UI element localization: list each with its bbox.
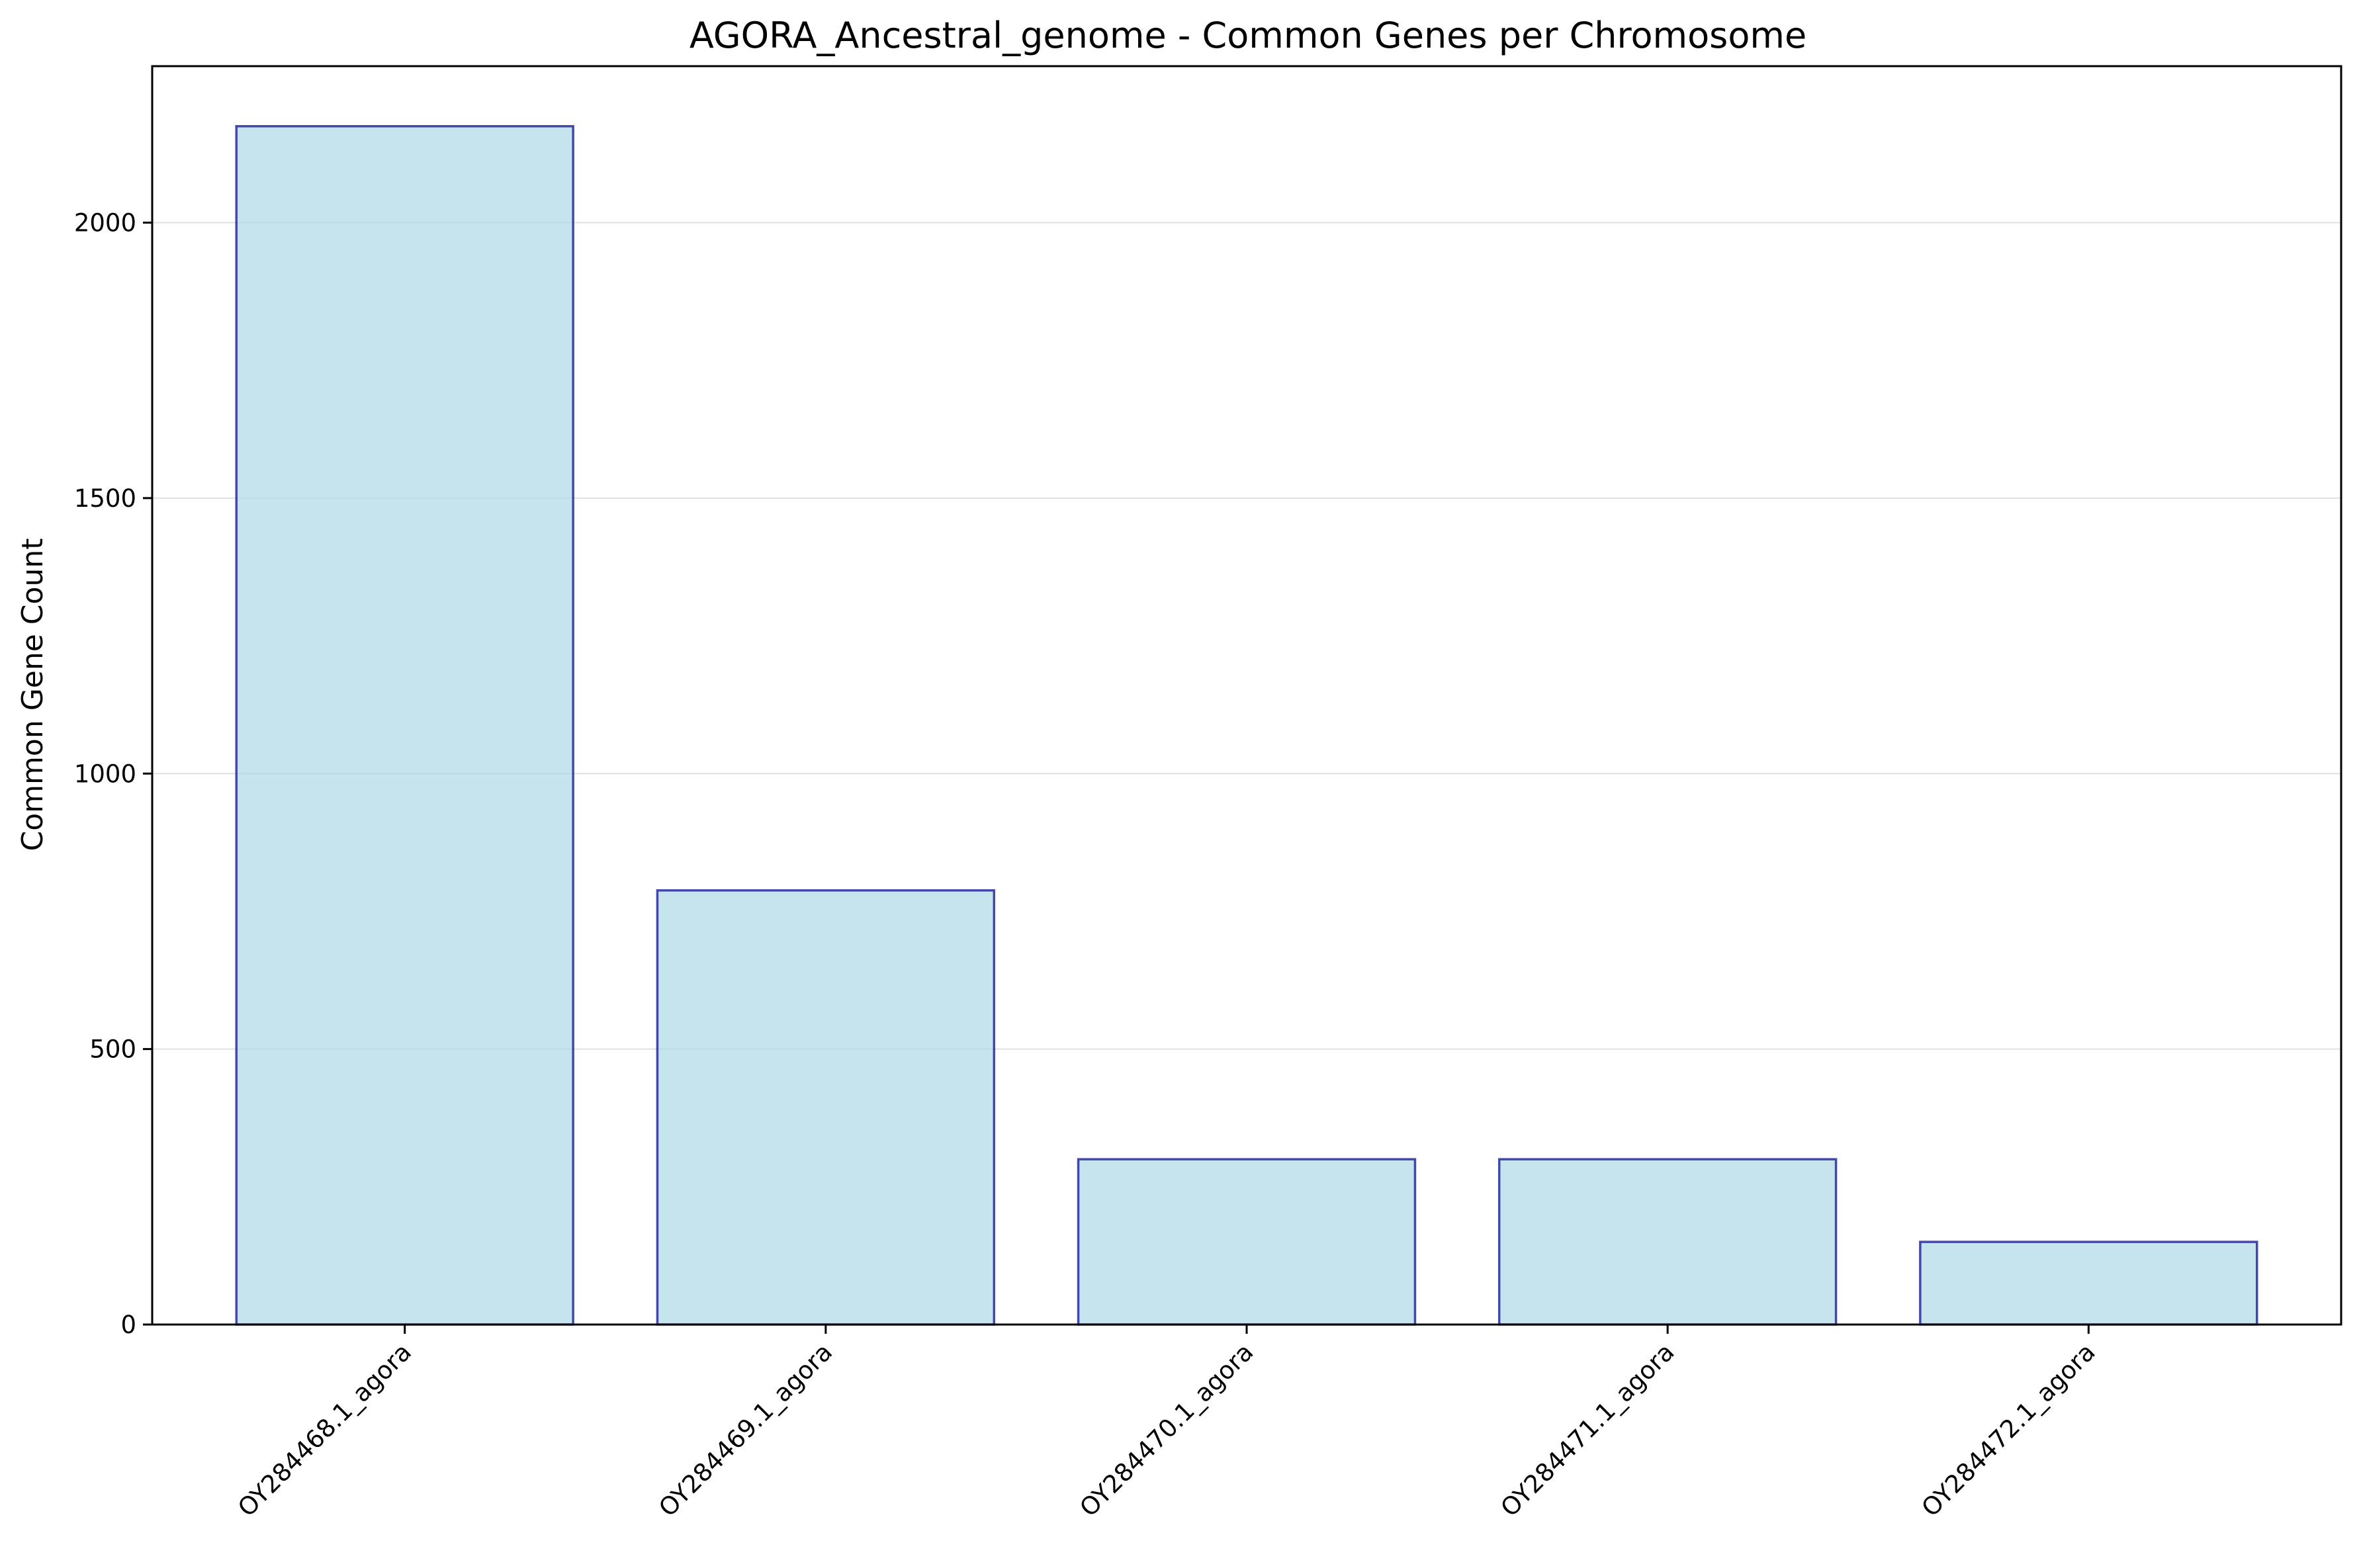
y-axis-label: Common Gene Count [16,539,50,851]
y-tick-label: 1000 [74,760,136,788]
bar [1497,1158,1838,1326]
y-tick-label: 500 [89,1035,136,1064]
bar [235,125,574,1326]
y-tick-label: 1500 [74,484,136,513]
y-tick-label: 2000 [74,209,136,238]
bar [1077,1158,1417,1326]
y-axis-ticks: 0 500 1000 1500 2000 [74,209,152,1339]
bar-series [235,125,2258,1326]
y-tick-label: 0 [120,1311,136,1339]
chart-title: AGORA_Ancestral_genome - Common Genes pe… [690,15,1806,56]
bar [1919,1241,2258,1326]
bar [656,889,996,1326]
